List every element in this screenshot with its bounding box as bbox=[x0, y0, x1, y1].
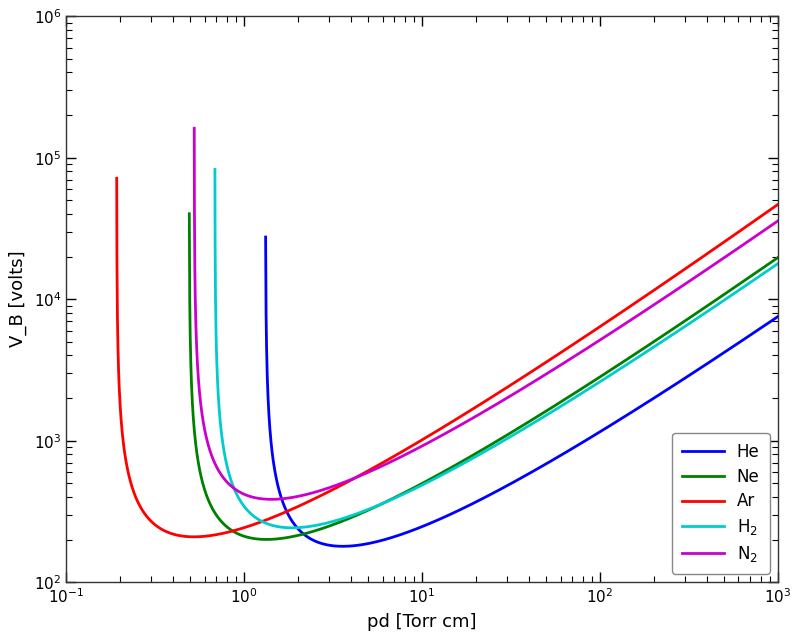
He bbox=[772, 314, 782, 321]
H$_2$ bbox=[773, 260, 782, 268]
H$_2$ bbox=[318, 520, 327, 528]
H$_2$ bbox=[332, 516, 342, 524]
Ne bbox=[262, 535, 271, 543]
Ne bbox=[662, 329, 672, 337]
Line: H$_2$: H$_2$ bbox=[215, 169, 778, 528]
Ar bbox=[346, 477, 355, 484]
N$_2$ bbox=[738, 242, 747, 249]
He bbox=[261, 233, 270, 241]
Ne bbox=[773, 254, 782, 261]
N$_2$ bbox=[190, 125, 199, 132]
Ne bbox=[186, 375, 196, 383]
Ne bbox=[370, 504, 379, 511]
N$_2$ bbox=[657, 296, 666, 304]
He bbox=[540, 461, 550, 468]
Ar bbox=[727, 233, 737, 240]
Line: He: He bbox=[266, 237, 778, 546]
Ar bbox=[149, 520, 158, 527]
Ar bbox=[773, 201, 782, 208]
Ar bbox=[123, 466, 133, 473]
Line: N$_2$: N$_2$ bbox=[194, 128, 778, 499]
H$_2$ bbox=[691, 315, 701, 323]
X-axis label: pd [Torr cm]: pd [Torr cm] bbox=[367, 613, 477, 631]
N$_2$ bbox=[617, 322, 626, 330]
H$_2$ bbox=[446, 467, 455, 475]
Ar bbox=[112, 174, 122, 182]
He bbox=[756, 324, 766, 332]
Ar bbox=[651, 285, 661, 293]
H$_2$ bbox=[660, 336, 670, 344]
N$_2$ bbox=[694, 272, 703, 279]
H$_2$ bbox=[287, 524, 297, 532]
He bbox=[773, 312, 782, 320]
N$_2$ bbox=[291, 493, 301, 500]
Ne bbox=[370, 504, 379, 511]
Y-axis label: V_B [volts]: V_B [volts] bbox=[8, 251, 26, 348]
Ar bbox=[426, 431, 436, 438]
Ar bbox=[189, 533, 198, 541]
Ne bbox=[416, 480, 426, 488]
Line: Ne: Ne bbox=[190, 214, 778, 539]
He bbox=[320, 541, 330, 548]
He bbox=[338, 543, 347, 550]
Ne bbox=[185, 210, 194, 218]
He bbox=[641, 399, 650, 407]
Line: Ar: Ar bbox=[117, 178, 778, 537]
Ne bbox=[366, 505, 376, 512]
N$_2$ bbox=[654, 298, 663, 305]
H$_2$ bbox=[465, 456, 474, 464]
N$_2$ bbox=[266, 495, 276, 503]
He bbox=[314, 539, 324, 546]
Legend: He, Ne, Ar, H$_2$, N$_2$: He, Ne, Ar, H$_2$, N$_2$ bbox=[672, 433, 770, 574]
N$_2$ bbox=[773, 217, 782, 225]
H$_2$ bbox=[210, 166, 220, 173]
